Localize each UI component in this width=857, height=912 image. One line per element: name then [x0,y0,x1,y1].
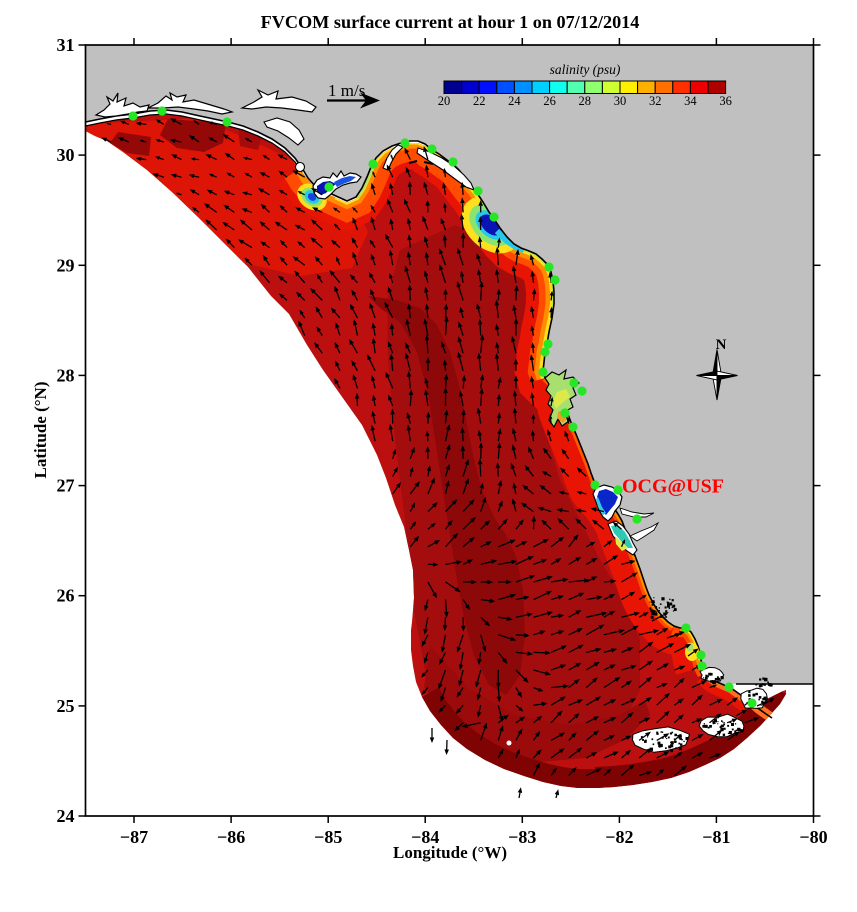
svg-text:OCG@USF: OCG@USF [622,476,724,498]
svg-text:26: 26 [543,94,556,108]
svg-text:22: 22 [473,94,486,108]
svg-text:−80: −80 [799,827,827,847]
svg-text:Longitude (°W): Longitude (°W) [393,843,507,862]
svg-text:30: 30 [614,94,627,108]
svg-text:1 m/s: 1 m/s [328,81,365,100]
svg-text:Latitude (°N): Latitude (°N) [31,382,50,479]
svg-text:−83: −83 [508,827,536,847]
svg-text:27: 27 [57,476,75,496]
svg-text:28: 28 [579,94,592,108]
svg-text:−82: −82 [605,827,633,847]
svg-text:FVCOM surface current at hour: FVCOM surface current at hour 1 on 07/12… [261,12,640,32]
svg-text:26: 26 [57,586,75,606]
svg-text:30: 30 [57,145,75,165]
svg-text:N: N [716,337,727,353]
svg-text:salinity (psu): salinity (psu) [550,62,621,77]
svg-text:32: 32 [649,94,662,108]
svg-text:−85: −85 [314,827,342,847]
svg-text:−84: −84 [411,827,439,847]
svg-text:24: 24 [508,94,521,108]
svg-text:28: 28 [57,365,75,385]
svg-text:34: 34 [684,94,697,108]
svg-text:36: 36 [719,94,732,108]
svg-text:−87: −87 [120,827,148,847]
svg-text:−81: −81 [702,827,730,847]
svg-text:25: 25 [57,696,75,716]
svg-text:24: 24 [57,806,75,826]
svg-text:−86: −86 [217,827,245,847]
svg-text:31: 31 [57,35,75,55]
svg-text:20: 20 [438,94,451,108]
svg-text:29: 29 [57,255,75,275]
